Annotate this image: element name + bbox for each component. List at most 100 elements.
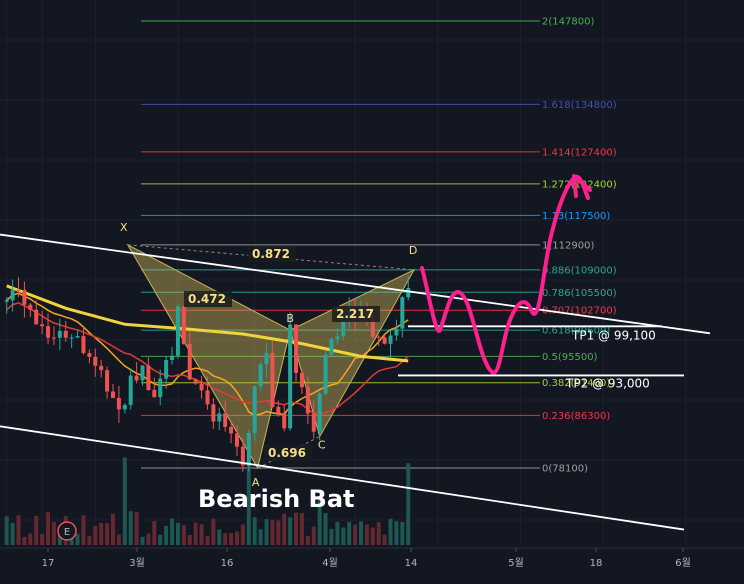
fib-label: 1(112900) [542,240,594,251]
point-label-x: X [120,221,128,234]
volume-bar [99,522,104,545]
candle-body [382,337,387,344]
x-tick-label: 17 [42,558,55,569]
volume-bar [34,515,39,545]
volume-bar [370,527,375,545]
fib-label: 1.13(117500) [542,211,610,222]
volume-bar [69,535,74,545]
candle-body [175,306,180,356]
candle-body [317,393,322,432]
candle-body [264,352,269,365]
event-badge-label: E [64,527,70,538]
candle-body [193,379,198,384]
fib-label: 0.5(95500) [542,352,598,363]
ma-long [6,284,409,363]
candle-body [370,315,375,337]
candle-body [164,360,169,379]
candle-body [51,337,56,339]
volume-bar [193,522,198,545]
candle-body [69,337,74,339]
volume-bar [305,535,310,545]
candle-body [229,426,234,434]
candle-body [240,446,245,466]
volume-bar [299,513,304,545]
volume-bar [406,463,411,545]
volume-bar [57,531,62,545]
volume-bar [264,519,269,545]
volume-bar [311,526,316,545]
volume-bar [394,521,399,545]
candle-body [63,330,68,338]
candle-body [400,297,405,329]
x-tick-label: 18 [590,558,603,569]
event-badge[interactable]: E [57,521,77,541]
volume-bar [81,515,86,545]
candle-body [305,387,310,414]
event-badge-circle [57,521,77,541]
ratio-xb: 0.872 [252,247,290,261]
volume-bar [288,517,293,545]
volume-bar [258,529,263,545]
candle-body [57,330,62,338]
ratio-xab-bg [184,291,232,307]
volume-bar [122,457,127,545]
candle-body [299,372,304,388]
volume-bar [93,525,98,545]
candle-body [246,432,251,466]
volume-bar [10,522,15,545]
point-label-a: A [252,476,260,489]
candle-body [311,413,316,432]
candle-body [28,304,33,310]
candle-body [217,413,222,422]
candle-body [288,324,293,429]
projection-arrowhead [572,174,592,198]
fib-label: 1.414(127400) [542,147,617,158]
volume-bar [158,534,163,545]
fib-label: 0.707(102700) [542,306,617,317]
candle-body [211,404,216,422]
candle-body [170,355,175,361]
volume-bar [105,523,110,545]
ratio-cd: 2.217 [336,307,374,321]
x-tick-label: 4월 [322,557,338,569]
volume-bar [199,524,204,545]
upper-trendline [0,233,711,335]
candle-body [16,289,21,291]
volume-bar [240,524,245,545]
candle-body [205,390,210,405]
candle-body [87,353,92,357]
candle-body [46,326,51,338]
x-tick-label: 6월 [675,557,691,569]
volume-bar [22,536,27,545]
candle-body [294,324,299,373]
ratio-bc: 0.696 [268,446,306,460]
ratio-bc-bg [264,445,312,461]
point-label-d: D [409,244,417,257]
volume-bar [376,522,381,545]
fib-label: 0.786(105500) [542,288,617,299]
volume-bar [75,533,80,545]
candle-body [128,375,133,405]
lower-trendline [0,425,685,531]
volume-bar [4,516,9,545]
candle-body [187,344,192,380]
candle-body [140,365,145,381]
volume-bar [400,522,405,545]
candle-body [134,375,139,381]
volume-bar [110,513,115,545]
candle-body [116,397,121,410]
volume-bar [359,521,363,545]
candle-body [105,370,110,392]
volume-bar [282,513,287,545]
ratio-cd-bg [332,306,380,322]
fib-label: 1.618(134800) [542,100,617,111]
volume-bar [341,527,346,545]
candle-body [75,336,80,338]
volume-bar [164,525,169,545]
candle-body [146,365,151,390]
volume-bar [382,534,387,545]
fib-label: 1.272(122400) [542,179,617,190]
tp2-label: TP2 @ 93,000 [565,376,650,390]
candle-body [234,433,239,447]
candle-body [223,413,228,427]
